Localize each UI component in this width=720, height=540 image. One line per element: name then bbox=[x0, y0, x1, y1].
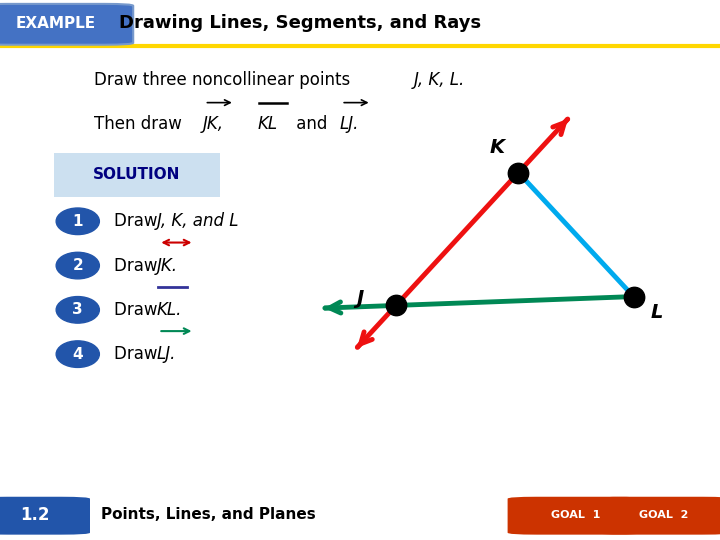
Text: K: K bbox=[489, 138, 505, 157]
Text: KL: KL bbox=[258, 115, 278, 133]
Text: 1.2: 1.2 bbox=[20, 506, 49, 524]
Text: Draw: Draw bbox=[114, 301, 163, 319]
FancyBboxPatch shape bbox=[54, 153, 220, 197]
Text: J, K, L.: J, K, L. bbox=[414, 71, 465, 89]
Text: L: L bbox=[651, 303, 663, 322]
FancyBboxPatch shape bbox=[0, 4, 133, 45]
Text: Draw: Draw bbox=[114, 212, 163, 230]
Text: and: and bbox=[291, 115, 333, 133]
Circle shape bbox=[56, 341, 99, 367]
Point bbox=[513, 168, 524, 177]
Text: 1: 1 bbox=[73, 214, 83, 229]
Text: Drawing Lines, Segments, and Rays: Drawing Lines, Segments, and Rays bbox=[119, 15, 481, 32]
Point bbox=[390, 301, 402, 310]
Text: Then draw: Then draw bbox=[94, 115, 186, 133]
Text: Draw: Draw bbox=[114, 345, 163, 363]
Text: 3: 3 bbox=[73, 302, 83, 318]
Point bbox=[628, 292, 639, 301]
Text: J, K, and L: J, K, and L bbox=[157, 212, 240, 230]
FancyBboxPatch shape bbox=[596, 497, 720, 535]
Text: LJ.: LJ. bbox=[157, 345, 176, 363]
Text: LJ.: LJ. bbox=[340, 115, 359, 133]
Text: J: J bbox=[356, 289, 364, 308]
Text: 2: 2 bbox=[73, 258, 83, 273]
Text: KL.: KL. bbox=[157, 301, 182, 319]
FancyBboxPatch shape bbox=[508, 497, 643, 535]
Circle shape bbox=[56, 252, 99, 279]
Text: EXAMPLE: EXAMPLE bbox=[15, 16, 96, 31]
Text: Points, Lines, and Planes: Points, Lines, and Planes bbox=[101, 507, 315, 522]
Text: Draw three noncollinear points: Draw three noncollinear points bbox=[94, 71, 355, 89]
Text: JK,: JK, bbox=[203, 115, 224, 133]
FancyBboxPatch shape bbox=[0, 497, 90, 535]
Text: GOAL  2: GOAL 2 bbox=[639, 510, 688, 519]
Text: Draw: Draw bbox=[114, 256, 163, 274]
Circle shape bbox=[56, 208, 99, 234]
Text: 4: 4 bbox=[73, 347, 83, 362]
Text: GOAL  1: GOAL 1 bbox=[551, 510, 600, 519]
Text: JK.: JK. bbox=[157, 256, 178, 274]
Circle shape bbox=[56, 296, 99, 323]
Text: SOLUTION: SOLUTION bbox=[93, 167, 181, 183]
